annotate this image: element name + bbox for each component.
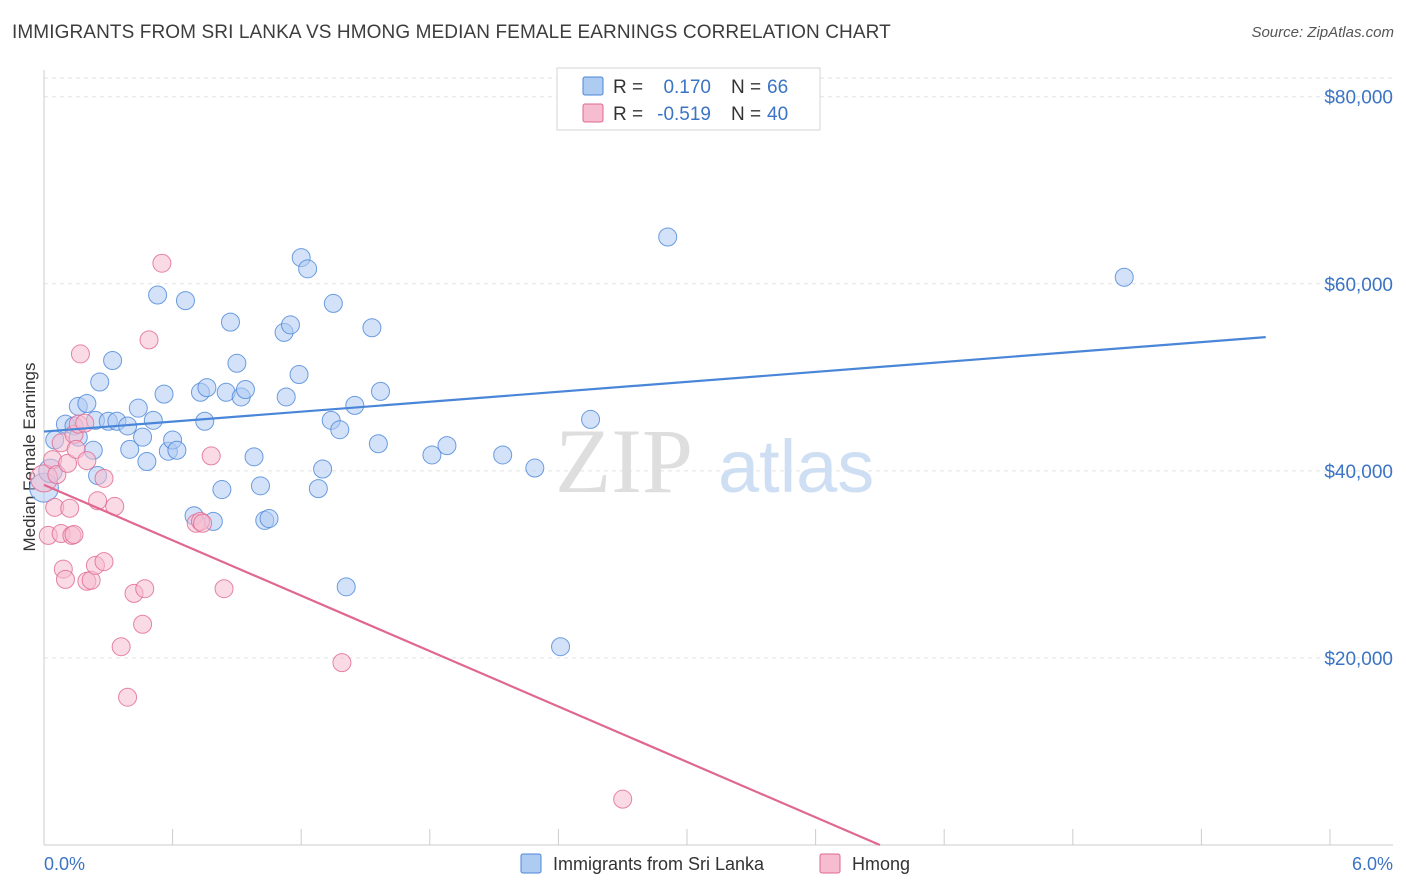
sri-lanka-point xyxy=(323,293,343,313)
hmong-point xyxy=(94,552,114,572)
legend-r-label-blue: R = xyxy=(613,77,643,98)
sri-lanka-point xyxy=(422,445,442,465)
sri-lanka-point xyxy=(103,350,123,370)
series-hmong-points xyxy=(30,253,633,809)
x-tick-label-min: 0.0% xyxy=(44,854,85,874)
bottom-legend-swatch-blue xyxy=(520,853,542,874)
hmong-point xyxy=(60,498,80,518)
sri-lanka-point xyxy=(313,459,333,479)
sri-lanka-point xyxy=(658,227,678,247)
stats-legend: R = 0.170 N = 66 R = -0.519 N = 40 xyxy=(556,67,821,131)
sri-lanka-point xyxy=(128,398,148,418)
sri-lanka-point xyxy=(137,452,157,471)
sri-lanka-point xyxy=(336,577,356,597)
y-tick-label: $20,000 xyxy=(1324,649,1393,670)
y-tick-label: $40,000 xyxy=(1324,462,1393,483)
hmong-point xyxy=(201,446,221,466)
bottom-legend-label-pink: Hmong xyxy=(852,854,910,874)
y-axis-tick-labels: $20,000 $40,000 $60,000 $80,000 xyxy=(1324,88,1393,670)
legend-r-label-pink: R = xyxy=(613,104,643,125)
sri-lanka-point xyxy=(235,379,255,399)
watermark-atlas: atlas xyxy=(718,425,874,508)
hmong-point xyxy=(77,451,97,471)
sri-lanka-point xyxy=(362,318,382,338)
sri-lanka-point xyxy=(368,434,388,454)
hmong-point xyxy=(135,579,155,599)
hmong-point xyxy=(70,344,90,364)
y-axis-label: Median Female Earnings xyxy=(20,363,39,552)
sri-lanka-point xyxy=(298,259,318,279)
sri-lanka-point xyxy=(493,445,513,465)
sri-lanka-point xyxy=(77,394,97,414)
sri-lanka-point xyxy=(212,480,232,500)
sri-lanka-point xyxy=(371,381,391,401)
sri-lanka-point xyxy=(330,420,350,440)
legend-n-value-pink: 40 xyxy=(767,104,788,125)
y-tick-label: $80,000 xyxy=(1324,88,1393,109)
bottom-legend-swatch-pink xyxy=(819,853,841,874)
sri-lanka-point xyxy=(244,447,264,467)
sri-lanka-point xyxy=(525,458,545,478)
legend-n-label-blue: N = xyxy=(731,77,761,98)
source-credit: Source: ZipAtlas.com xyxy=(1251,24,1394,41)
x-tick-label-max: 6.0% xyxy=(1352,854,1393,874)
legend-r-value-pink: -0.519 xyxy=(657,104,711,125)
legend-r-value-blue: 0.170 xyxy=(663,77,711,98)
hmong-point xyxy=(193,513,213,533)
sri-lanka-point xyxy=(581,409,601,429)
sri-lanka-point xyxy=(227,353,247,373)
sri-lanka-point xyxy=(308,479,328,499)
legend-swatch-blue xyxy=(582,76,604,96)
hmong-point xyxy=(133,614,153,634)
sri-lanka-point xyxy=(143,410,163,430)
legend-swatch-pink xyxy=(582,103,604,123)
hmong-point xyxy=(94,468,114,488)
hmong-point xyxy=(58,453,78,473)
sri-lanka-point xyxy=(289,365,309,385)
sri-lanka-point xyxy=(195,411,215,431)
trend-line-hmong xyxy=(43,483,881,847)
hmong-point xyxy=(64,524,84,544)
bottom-legend-label-blue: Immigrants from Sri Lanka xyxy=(553,854,765,874)
sri-lanka-point xyxy=(197,378,217,398)
legend-n-value-blue: 66 xyxy=(767,77,788,98)
sri-lanka-point xyxy=(133,427,153,447)
legend-n-label-pink: N = xyxy=(731,104,761,125)
hmong-point xyxy=(118,687,138,707)
sri-lanka-point xyxy=(280,315,300,335)
sri-lanka-point xyxy=(345,395,365,415)
hmong-point xyxy=(55,569,75,589)
sri-lanka-point xyxy=(250,476,270,496)
hmong-point xyxy=(152,253,172,273)
trend-lines xyxy=(43,335,1266,847)
series-legend: Immigrants from Sri Lanka Hmong xyxy=(520,853,910,874)
hmong-point xyxy=(613,789,633,809)
watermark-zip: ZIP xyxy=(555,410,693,512)
sri-lanka-point xyxy=(120,439,140,459)
sri-lanka-point xyxy=(1114,267,1134,287)
sri-lanka-point xyxy=(259,509,279,529)
hmong-point xyxy=(332,653,352,673)
hmong-point xyxy=(214,579,234,599)
sri-lanka-point xyxy=(167,440,187,460)
sri-lanka-point xyxy=(437,436,457,456)
sri-lanka-point xyxy=(148,285,168,305)
sri-lanka-point xyxy=(276,387,296,407)
sri-lanka-point xyxy=(154,384,174,404)
sri-lanka-point xyxy=(175,291,195,311)
hmong-point xyxy=(139,330,159,350)
trend-line-sri-lanka xyxy=(43,335,1266,433)
x-axis-ticks xyxy=(172,829,1331,845)
sri-lanka-point xyxy=(90,372,110,392)
hmong-point xyxy=(111,637,131,657)
sri-lanka-point xyxy=(551,637,571,657)
sri-lanka-point xyxy=(220,312,240,332)
chart-title: IMMIGRANTS FROM SRI LANKA VS HMONG MEDIA… xyxy=(12,22,891,43)
y-tick-label: $60,000 xyxy=(1324,275,1393,296)
